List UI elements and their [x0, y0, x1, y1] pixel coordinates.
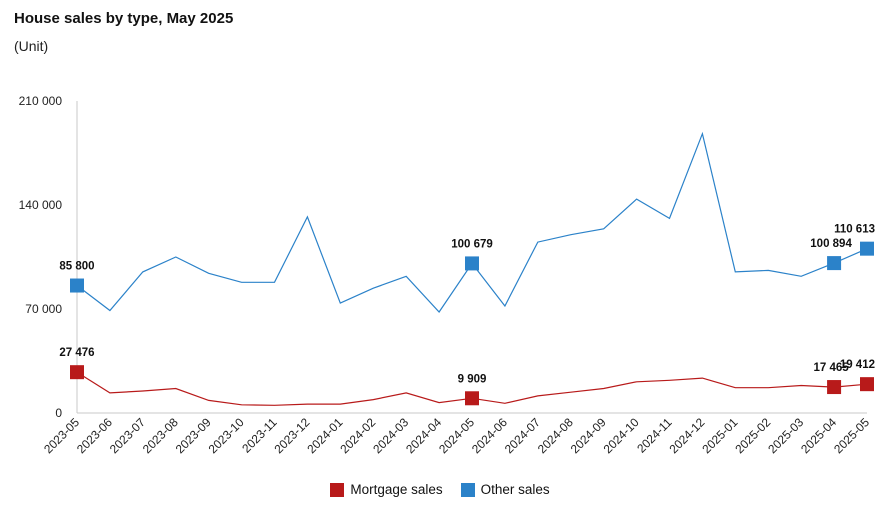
x-tick-label: 2023-05: [41, 415, 82, 456]
x-tick-label: 2025-04: [798, 415, 839, 456]
other-sales-line: [76, 131, 868, 313]
other-sales-data-label: 110 613: [834, 224, 875, 236]
x-tick-label: 2024-06: [469, 415, 510, 456]
x-tick-label: 2025-02: [732, 415, 773, 456]
x-tick-label: 2023-10: [206, 415, 247, 456]
chart-title: House sales by type, May 2025: [14, 10, 234, 27]
legend-item-mortgage[interactable]: Mortgage sales: [330, 482, 443, 497]
mortgage-sales-marker[interactable]: [827, 380, 842, 395]
x-tick-label: 2023-08: [140, 415, 181, 456]
mortgage-sales-marker[interactable]: [860, 377, 874, 392]
x-tick-label: 2025-05: [831, 415, 872, 456]
x-tick-label: 2024-09: [568, 415, 609, 456]
x-tick-label: 2025-01: [699, 415, 740, 456]
legend-item-other[interactable]: Other sales: [460, 482, 550, 497]
chart-subtitle: (Unit): [14, 38, 49, 54]
x-tick-label: 2024-08: [535, 415, 576, 456]
other-sales-marker[interactable]: [70, 278, 84, 293]
y-tick-label: 210 000: [19, 94, 63, 108]
mortgage-sales-marker[interactable]: [465, 391, 479, 406]
legend-label-mortgage: Mortgage sales: [350, 482, 443, 497]
mortgage-sales-data-label: 9 909: [458, 373, 487, 385]
other-sales-data-label: 100 894: [810, 238, 852, 250]
mortgage-sales-data-label: 19 412: [840, 359, 875, 371]
other-sales-marker[interactable]: [827, 256, 842, 271]
mortgage-sales-data-label: 27 476: [59, 347, 94, 359]
legend: Mortgage sales Other sales: [0, 482, 880, 497]
x-tick-label: 2023-09: [173, 415, 214, 456]
x-tick-label: 2023-07: [107, 415, 148, 456]
other-sales-data-label: 85 800: [59, 261, 94, 273]
legend-swatch-other: [460, 482, 475, 497]
legend-swatch-mortgage: [330, 482, 345, 497]
x-tick-label: 2024-04: [403, 415, 444, 456]
other-sales-data-label: 100 679: [451, 238, 493, 250]
x-tick-label: 2024-12: [666, 415, 707, 456]
x-tick-label: 2025-03: [765, 415, 806, 456]
y-tick-label: 140 000: [19, 198, 63, 212]
x-tick-label: 2024-10: [601, 415, 642, 456]
y-tick-label: 70 000: [25, 302, 62, 316]
x-tick-label: 2024-01: [304, 415, 345, 456]
y-tick-label: 0: [55, 406, 62, 420]
other-sales-marker[interactable]: [465, 256, 479, 271]
x-tick-label: 2023-12: [271, 415, 312, 456]
other-sales-marker[interactable]: [860, 241, 874, 256]
x-tick-label: 2023-06: [74, 415, 115, 456]
x-tick-label: 2024-03: [370, 415, 411, 456]
legend-label-other: Other sales: [480, 482, 550, 497]
mortgage-sales-data-label: 17 465: [813, 362, 849, 374]
x-tick-label: 2024-02: [337, 415, 378, 456]
x-tick-label: 2024-07: [502, 415, 543, 456]
x-tick-label: 2024-05: [436, 415, 477, 456]
mortgage-sales-marker[interactable]: [70, 365, 84, 380]
